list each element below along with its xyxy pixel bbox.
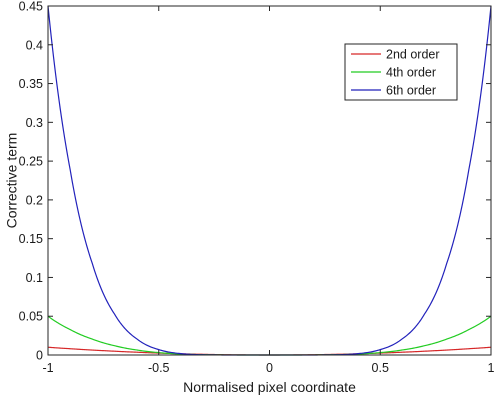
x-tick-label: 0 <box>266 361 273 375</box>
y-tick-label: 0 <box>36 349 43 363</box>
y-tick-label: 0.25 <box>19 155 43 169</box>
y-tick-label: 0.1 <box>26 271 43 285</box>
x-tick-label: -0.5 <box>148 361 170 375</box>
x-tick-label: -1 <box>42 361 53 375</box>
y-tick-label: 0.2 <box>26 193 43 207</box>
y-axis-title: Corrective term <box>4 133 20 229</box>
legend-label-3: 6th order <box>386 84 436 98</box>
x-tick-label: 0.5 <box>372 361 389 375</box>
legend: 2nd order 4th order 6th order <box>344 43 458 101</box>
y-tick-label: 0.3 <box>26 116 43 130</box>
x-axis-title: Normalised pixel coordinate <box>183 379 356 395</box>
x-tick-label: 1 <box>488 361 495 375</box>
y-tick-label: 0.15 <box>19 232 43 246</box>
y-tick-label: 0.45 <box>19 0 43 14</box>
y-tick-label: 0.05 <box>19 310 43 324</box>
y-tick-label: 0.35 <box>19 77 43 91</box>
legend-label-2: 4th order <box>386 66 436 80</box>
tick-layer: -1 -0.5 0 0.5 1 0 0.05 0.1 0.15 0.2 0.25 0.3 0.35 0.4… <box>19 0 495 375</box>
y-tick-label: 0.4 <box>26 38 43 52</box>
legend-label-1: 2nd order <box>386 48 440 62</box>
